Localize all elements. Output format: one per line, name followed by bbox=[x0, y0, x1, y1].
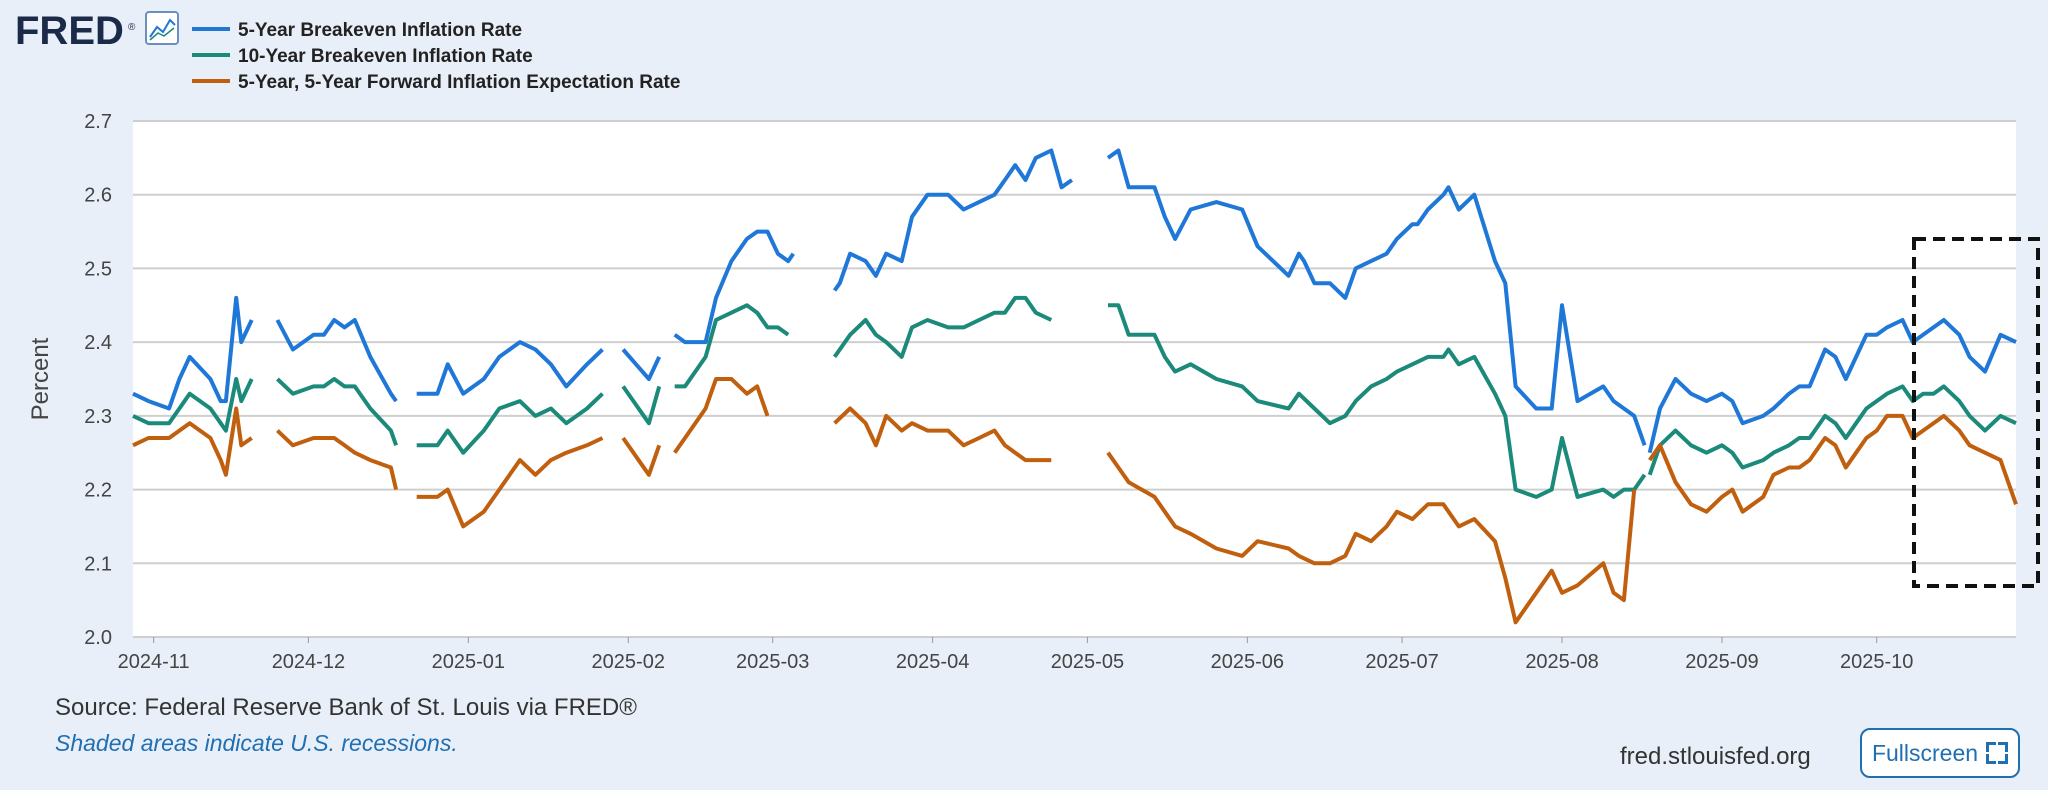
x-tick-label: 2025-02 bbox=[592, 651, 665, 673]
series-lines bbox=[132, 148, 2018, 625]
y-tick-label: 2.2 bbox=[84, 480, 112, 502]
x-tick-label: 2025-09 bbox=[1685, 651, 1758, 673]
series-segment[interactable] bbox=[832, 295, 1053, 359]
x-tick-label: 2025-01 bbox=[432, 651, 505, 673]
legend-label: 5-Year Breakeven Inflation Rate bbox=[238, 20, 522, 41]
x-tick-label: 2024-11 bbox=[118, 651, 190, 673]
chart-line-icon[interactable] bbox=[145, 11, 179, 45]
series-five-year[interactable] bbox=[132, 148, 2017, 454]
series-segment[interactable] bbox=[1647, 318, 2017, 454]
source-note: Source: Federal Reserve Bank of St. Loui… bbox=[55, 694, 637, 721]
fred-logo-registered: ® bbox=[128, 22, 136, 33]
y-tick-label: 2.5 bbox=[84, 258, 112, 280]
fred-logo[interactable]: FRED ® bbox=[15, 9, 136, 53]
fullscreen-icon bbox=[1986, 742, 2009, 764]
y-axis-ticks: 2.0 2.1 2.2 2.3 2.4 2.5 2.6 2.7 bbox=[84, 111, 112, 649]
legend-label: 5-Year, 5-Year Forward Inflation Expecta… bbox=[238, 72, 680, 93]
series-segment[interactable] bbox=[833, 406, 1052, 463]
y-tick-label: 2.7 bbox=[84, 111, 112, 133]
series-segment[interactable] bbox=[132, 406, 253, 477]
gridlines bbox=[133, 120, 2016, 638]
series-segment[interactable] bbox=[674, 303, 790, 389]
fred-logo-text: FRED bbox=[15, 9, 124, 53]
series-segment[interactable] bbox=[132, 295, 254, 411]
y-tick-label: 2.1 bbox=[84, 553, 112, 575]
series-segment[interactable] bbox=[1106, 451, 1637, 625]
series-segment[interactable] bbox=[1648, 413, 2018, 514]
y-axis-label: Percent bbox=[27, 337, 54, 420]
x-tick-label: 2025-06 bbox=[1211, 651, 1284, 673]
series-segment[interactable] bbox=[276, 377, 398, 446]
series-segment[interactable] bbox=[621, 385, 662, 426]
y-tick-label: 2.6 bbox=[84, 185, 112, 207]
recession-note[interactable]: Shaded areas indicate U.S. recessions. bbox=[55, 730, 458, 756]
legend-item-ten-year[interactable]: 10-Year Breakeven Inflation Rate bbox=[192, 46, 533, 67]
x-tick-label: 2025-03 bbox=[736, 651, 809, 673]
series-segment[interactable] bbox=[416, 436, 604, 529]
x-tick-label: 2025-08 bbox=[1525, 651, 1598, 673]
annotation-dashed-box bbox=[1912, 237, 2040, 588]
series-segment[interactable] bbox=[1647, 384, 2017, 476]
series-segment[interactable] bbox=[1108, 303, 1647, 499]
series-segment[interactable] bbox=[276, 429, 399, 491]
series-ten-year[interactable] bbox=[132, 295, 2017, 499]
series-forward[interactable] bbox=[132, 377, 2018, 625]
legend: 5-Year Breakeven Inflation Rate 10-Year … bbox=[192, 20, 680, 93]
legend-item-five-year[interactable]: 5-Year Breakeven Inflation Rate bbox=[192, 20, 522, 41]
x-tick-label: 2025-07 bbox=[1365, 651, 1438, 673]
y-tick-label: 2.4 bbox=[84, 332, 112, 354]
site-url[interactable]: fred.stlouisfed.org bbox=[1620, 743, 1811, 770]
fullscreen-button[interactable]: Fullscreen bbox=[1860, 728, 2020, 778]
fullscreen-label: Fullscreen bbox=[1871, 739, 1979, 766]
y-tick-label: 2.3 bbox=[84, 406, 112, 428]
series-segment[interactable] bbox=[416, 392, 604, 455]
y-tick-label: 2.0 bbox=[84, 627, 112, 649]
x-tick-label: 2024-12 bbox=[272, 651, 345, 673]
series-segment[interactable] bbox=[673, 377, 770, 454]
series-segment[interactable] bbox=[621, 348, 662, 381]
x-tick-label: 2025-10 bbox=[1840, 651, 1913, 673]
x-axis-ticks: 2024-11 2024-12 2025-01 2025-02 2025-03 2025-… bbox=[118, 637, 1913, 673]
plot-area bbox=[133, 121, 2016, 637]
series-segment[interactable] bbox=[275, 318, 398, 403]
legend-label: 10-Year Breakeven Inflation Rate bbox=[238, 46, 533, 67]
series-segment[interactable] bbox=[132, 377, 254, 433]
legend-item-forward[interactable]: 5-Year, 5-Year Forward Inflation Expecta… bbox=[192, 72, 680, 93]
series-segment[interactable] bbox=[621, 436, 662, 477]
series-segment[interactable] bbox=[416, 340, 604, 396]
series-segment[interactable] bbox=[832, 148, 1074, 292]
series-segment[interactable] bbox=[673, 229, 795, 345]
x-tick-label: 2025-04 bbox=[896, 651, 969, 673]
series-segment[interactable] bbox=[1106, 148, 1647, 446]
x-tick-label: 2025-05 bbox=[1051, 651, 1124, 673]
